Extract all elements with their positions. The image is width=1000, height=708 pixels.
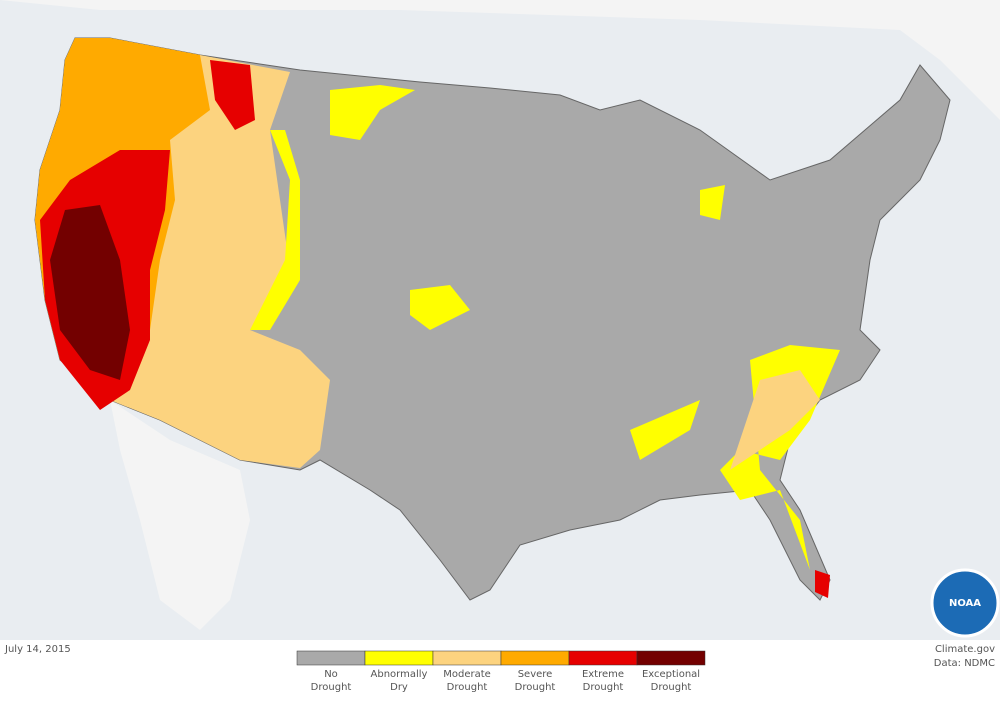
noaa-logo bbox=[930, 568, 1000, 638]
legend: No Drought Abnormally Dry Moderate Drought Sev… bbox=[296, 650, 706, 693]
exceptional-california bbox=[50, 205, 130, 380]
legend-label: Exceptional bbox=[642, 669, 700, 680]
legend-label: Drought bbox=[447, 682, 488, 693]
mexico bbox=[110, 400, 250, 630]
dry-kansas bbox=[410, 285, 470, 330]
legend-label: Drought bbox=[515, 682, 556, 693]
credit-source: Data: NDMC bbox=[934, 658, 995, 669]
legend-swatch bbox=[568, 650, 638, 666]
canada bbox=[0, 0, 1000, 120]
dry-michigan bbox=[700, 185, 725, 220]
legend-swatch bbox=[500, 650, 570, 666]
legend-swatch bbox=[364, 650, 434, 666]
noaa-logo-text: NOAA bbox=[949, 598, 981, 609]
legend-label: No bbox=[324, 669, 338, 680]
credit-site: Climate.gov bbox=[935, 644, 995, 655]
footer bbox=[0, 640, 1000, 704]
dry-montana bbox=[330, 85, 415, 140]
moderate-southeast bbox=[730, 370, 820, 470]
legend-label: Drought bbox=[583, 682, 624, 693]
legend-swatch bbox=[432, 650, 502, 666]
extreme-montana bbox=[210, 60, 255, 130]
dry-alabama bbox=[630, 400, 700, 460]
legend-swatch bbox=[636, 650, 706, 666]
date: July 14, 2015 bbox=[4, 644, 71, 655]
legend-label: Moderate bbox=[443, 669, 491, 680]
extreme-florida bbox=[815, 570, 830, 598]
legend-label: Extreme bbox=[582, 669, 624, 680]
drought-areas bbox=[35, 38, 840, 598]
legend-label: Drought bbox=[311, 682, 352, 693]
legend-label: Drought bbox=[651, 682, 692, 693]
legend-label: Dry bbox=[390, 682, 408, 693]
legend-label: Abnormally bbox=[371, 669, 428, 680]
legend-swatch bbox=[296, 650, 366, 666]
legend-label: Severe bbox=[518, 669, 553, 680]
dry-west bbox=[250, 130, 300, 330]
